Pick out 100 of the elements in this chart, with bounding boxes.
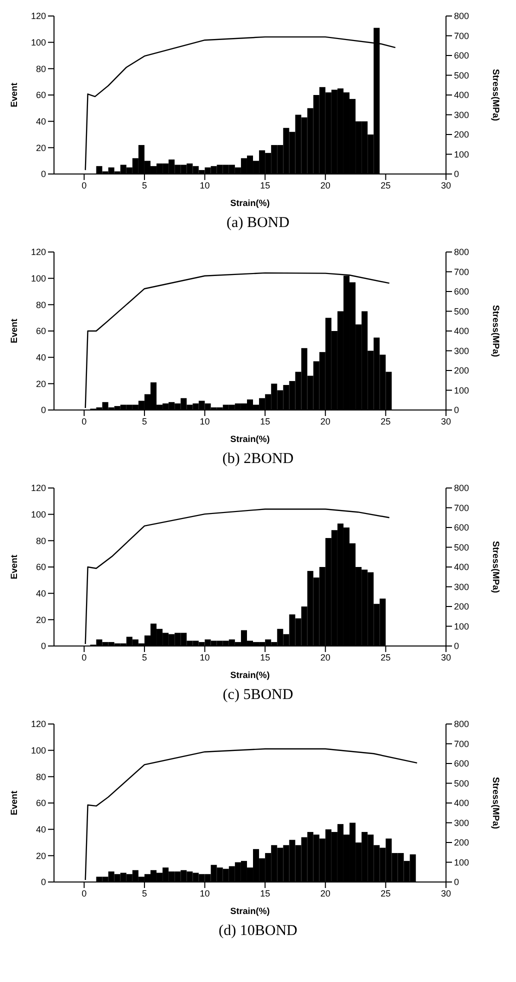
x-tick-label: 5 (142, 416, 147, 426)
x-tick-label: 20 (320, 652, 330, 662)
x-tick-label: 25 (380, 652, 391, 662)
x-tick-label: 10 (200, 652, 210, 662)
x-tick-label: 10 (200, 180, 210, 190)
y2-tick-label: 100 (454, 149, 470, 160)
y2-tick-label: 500 (454, 70, 470, 80)
x-tick-label: 0 (82, 888, 87, 898)
y2-tick-label: 400 (454, 798, 470, 808)
y2-tick-label: 700 (454, 30, 470, 41)
y2-tick-label: 400 (454, 90, 470, 100)
text: (a) BOND (226, 214, 290, 233)
x-axis-title: Strain(%) (230, 198, 270, 208)
y2-tick-label: 800 (454, 719, 470, 730)
x-tick-label: 5 (142, 652, 147, 662)
x-tick-label: 15 (260, 652, 270, 662)
x-axis-title: Strain(%) (230, 670, 270, 680)
x-tick-label: 5 (142, 888, 147, 898)
y2-tick-label: 0 (454, 405, 460, 416)
x-tick-label: 0 (82, 180, 87, 190)
x-tick-label: 15 (260, 888, 270, 898)
x-tick-label: 0 (82, 416, 87, 426)
y-tick-label: 80 (36, 300, 46, 310)
text: (c) 5BOND (222, 686, 294, 705)
y2-tick-label: 200 (454, 602, 470, 612)
x-tick-label: 10 (200, 888, 210, 898)
x-tick-label: 30 (440, 416, 452, 426)
y2-tick-label: 500 (454, 778, 470, 788)
y-tick-label: 120 (30, 11, 46, 22)
y-tick-label: 100 (30, 274, 46, 284)
y2-tick-label: 400 (454, 326, 470, 336)
y2-tick-label: 500 (454, 542, 470, 552)
y2-tick-label: 800 (454, 11, 470, 22)
y2-tick-label: 100 (454, 857, 470, 868)
y2-tick-label: 0 (454, 877, 460, 888)
y-tick-label: 0 (40, 405, 46, 416)
y2-tick-label: 200 (454, 838, 470, 848)
y-tick-label: 20 (36, 850, 46, 861)
text: (b) 2BOND (221, 450, 295, 469)
y-tick-label: 80 (36, 772, 46, 782)
y2-tick-label: 100 (454, 385, 470, 396)
y-axis-title: Event (9, 554, 20, 580)
y2-tick-label: 400 (454, 562, 470, 572)
y-tick-label: 60 (36, 562, 46, 572)
x-axis-title: Strain(%) (230, 434, 270, 444)
text: (d) 10BOND (218, 922, 298, 941)
x-tick-label: 30 (440, 652, 452, 662)
y-tick-label: 100 (30, 510, 46, 520)
y2-tick-label: 600 (454, 50, 470, 61)
y-tick-label: 60 (36, 90, 46, 100)
y-tick-label: 20 (36, 378, 46, 389)
x-tick-label: 15 (260, 180, 270, 190)
x-tick-label: 20 (320, 180, 330, 190)
y2-axis-title: Stress(MPa) (490, 304, 501, 358)
y2-tick-label: 200 (454, 130, 470, 140)
y2-tick-label: 300 (454, 818, 470, 828)
x-tick-label: 15 (260, 416, 270, 426)
y-tick-label: 20 (36, 614, 46, 625)
x-axis-title: Strain(%) (230, 906, 270, 916)
y2-tick-label: 800 (454, 247, 470, 258)
y2-tick-label: 700 (454, 266, 470, 277)
y2-axis-title: Stress(MPa) (490, 776, 501, 830)
y-axis-title: Event (9, 82, 20, 108)
y-tick-label: 20 (36, 142, 46, 153)
y-tick-label: 0 (40, 877, 46, 888)
y-tick-label: 60 (36, 798, 46, 808)
x-tick-label: 5 (142, 180, 147, 190)
y2-tick-label: 100 (454, 621, 470, 632)
y-tick-label: 100 (30, 746, 46, 756)
y-tick-label: 120 (30, 719, 46, 730)
y2-tick-label: 0 (454, 641, 460, 652)
x-tick-label: 25 (380, 416, 391, 426)
y2-axis-title: Stress(MPa) (490, 68, 501, 122)
x-tick-label: 0 (82, 652, 87, 662)
y-tick-label: 0 (40, 169, 46, 180)
y2-tick-label: 600 (454, 286, 470, 297)
y-tick-label: 80 (36, 536, 46, 546)
y2-tick-label: 300 (454, 110, 470, 120)
y2-tick-label: 200 (454, 366, 470, 376)
y-axis-title: Event (9, 790, 20, 816)
x-tick-label: 25 (380, 888, 391, 898)
y2-tick-label: 300 (454, 582, 470, 592)
x-tick-label: 20 (320, 416, 330, 426)
y2-tick-label: 700 (454, 738, 470, 749)
y-tick-label: 40 (36, 588, 46, 599)
y-tick-label: 40 (36, 116, 46, 127)
y2-tick-label: 0 (454, 169, 460, 180)
y-tick-label: 0 (40, 641, 46, 652)
y-axis-title: Event (9, 318, 20, 344)
x-tick-label: 30 (440, 888, 452, 898)
y2-tick-label: 600 (454, 522, 470, 533)
y-tick-label: 80 (36, 64, 46, 74)
x-tick-label: 10 (200, 416, 210, 426)
y2-tick-label: 600 (454, 758, 470, 769)
x-tick-label: 25 (380, 180, 391, 190)
x-tick-label: 20 (320, 888, 330, 898)
y-tick-label: 120 (30, 483, 46, 494)
y-tick-label: 40 (36, 824, 46, 835)
y2-axis-title: Stress(MPa) (490, 540, 501, 594)
y2-tick-label: 300 (454, 346, 470, 356)
